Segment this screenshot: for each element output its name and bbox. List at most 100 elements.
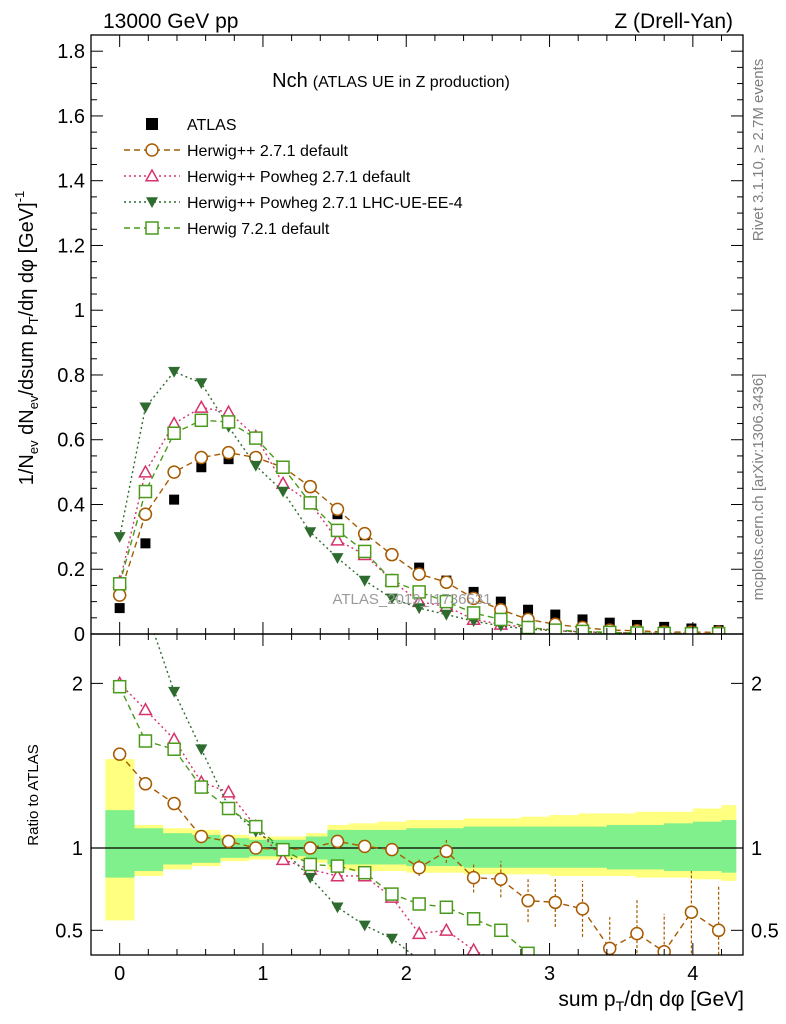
ratio-point [276,842,290,857]
x-tick-label: 1 [257,963,268,985]
ratio-point [439,844,454,859]
data-point [439,594,454,609]
mcplots-reference-label: mcplots.cern.ch [arXiv:1306.3436] [750,374,767,601]
band-inner-segment [606,824,637,870]
band-inner-segment [520,826,551,868]
data-point [466,591,481,606]
data-point [630,626,644,634]
ratio-point [221,801,236,816]
data-point [140,538,151,549]
ratio-point [602,941,617,955]
data-point [277,486,290,498]
data-point [604,617,615,628]
header-left: 13000 GeV pp [103,10,238,33]
legend-marker [145,143,159,157]
data-point [275,475,291,489]
ratio-frame [90,633,744,956]
data-point [602,625,617,634]
ratio-point [494,872,508,887]
ratio-point [275,851,291,866]
data-point [357,544,372,559]
ratio-point [167,742,181,756]
data-point [439,575,454,589]
ratio-point [577,965,589,977]
ratio-point [139,603,151,614]
data-point [466,606,481,620]
legend-label: Herwig++ Powheg 2.7.1 LHC-UE-EE-4 [187,195,463,212]
ratio-point [330,834,345,849]
y-tick-label: 0.8 [57,365,85,387]
data-point [412,585,426,599]
ratio-point [411,926,427,940]
legend-label: Herwig++ Powheg 2.7.1 default [187,169,411,186]
ratio-point [495,975,507,986]
data-point [385,593,398,605]
data-point [575,624,590,634]
y-tick-label: 1.8 [57,41,85,63]
x-tick-label: 2 [401,963,412,985]
ratio-y-axis-label: Ratio to ATLAS [25,744,42,845]
ratio-point [413,955,425,966]
ratio-y-tick-label-right: 0.5 [751,920,779,942]
ratio-point [468,968,480,979]
ratio-series-2 [139,603,507,986]
ratio-point [303,857,317,872]
ratio-point [630,926,644,941]
band-inner-segment [635,824,665,870]
data-point [112,588,127,602]
ratio-panel: 0 1 2 3 4 0.5 0.5 1 1 2 2 [55,35,779,986]
band-inner-segment [692,821,723,872]
data-point [412,567,426,581]
ratio-series-3 [112,679,616,986]
analysis-watermark: ATLAS_2019_I1736531 [332,591,491,608]
ratio-y-tick-label-right: 1 [751,838,762,860]
ratio-point [385,842,399,857]
ratio-point [412,897,426,911]
ratio-y-tick-label-left: 0.5 [55,920,83,942]
data-point [138,507,153,521]
ratio-point [466,942,481,955]
title-main: Nch [272,70,308,92]
legend-entry: ATLAS [146,117,237,134]
ratio-point [167,796,181,811]
ratio-point [494,923,508,938]
ratio-point [466,870,481,885]
data-point [169,494,180,505]
y-tick-label: 1.4 [57,171,85,193]
data-point [413,603,426,615]
ratio-point [575,902,590,916]
ratio-point [330,859,345,873]
ratio-point [358,920,371,932]
band-inner-segment [133,828,164,872]
y-tick-label: 1 [74,300,85,322]
y-tick-label: 1.2 [57,235,85,257]
y-tick-label: 1.6 [57,106,85,128]
x-tick-label: 3 [544,963,555,985]
data-point [577,614,588,625]
ratio-point [112,679,127,694]
y-tick-label: 0.4 [57,494,85,516]
ratio-point [521,946,535,955]
ratio-point [249,841,263,855]
ratio-point [331,902,344,914]
data-point [249,460,262,472]
data-point [167,426,181,441]
data-point [330,523,345,538]
y-tick-label: 0.2 [57,559,85,581]
data-point [138,464,153,478]
band-inner-segment [721,820,737,873]
series-4 [112,413,726,634]
ratio-point [249,819,263,834]
band-inner-segment [463,826,493,868]
data-point [194,450,209,465]
ratio-point [604,974,616,986]
ratio-point [357,839,372,854]
data-point [330,502,345,517]
band-inner-segment [105,810,135,878]
band-inner-segment [664,823,694,872]
ratio-point [522,965,534,976]
x-axis-label: sum pT/dη dφ [GeV] [558,988,744,1014]
data-point [221,445,236,460]
ratio-point [221,834,236,849]
